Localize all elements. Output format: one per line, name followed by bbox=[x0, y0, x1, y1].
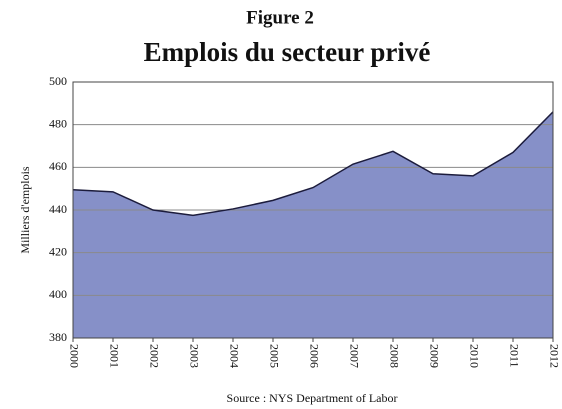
y-tick-label: 480 bbox=[49, 116, 67, 130]
chart-supertitle: Figure 2 bbox=[246, 7, 314, 28]
x-tick-label: 2007 bbox=[347, 344, 361, 368]
source: Source : NYS Department of Labor bbox=[227, 391, 398, 405]
x-tick-label: 2006 bbox=[307, 344, 321, 368]
x-tick-label: 2003 bbox=[187, 344, 201, 368]
y-tick-label: 440 bbox=[49, 202, 67, 216]
x-tick-label: 2009 bbox=[427, 344, 441, 368]
y-tick-label: 400 bbox=[49, 287, 67, 301]
x-tick-label: 2000 bbox=[67, 344, 81, 368]
chart-title: Emplois du secteur privé bbox=[144, 37, 431, 67]
area bbox=[73, 111, 553, 338]
y-tick-label: 460 bbox=[49, 159, 67, 173]
x-tick-label: 2011 bbox=[507, 344, 521, 368]
y-axis-label: Milliers d'emplois bbox=[18, 166, 32, 253]
x-tick-label: 2010 bbox=[467, 344, 481, 368]
x-tick-label: 2005 bbox=[267, 344, 281, 368]
x-tick-label: 2001 bbox=[107, 344, 121, 368]
line bbox=[72, 111, 554, 217]
x-tick-label: 2008 bbox=[387, 344, 401, 368]
x-tick-label: 2012 bbox=[547, 344, 561, 368]
y-tick-label: 500 bbox=[49, 74, 67, 88]
x-tick-label: 2002 bbox=[147, 344, 161, 368]
y-tick-label: 380 bbox=[49, 330, 67, 344]
x-tick-label: 2004 bbox=[227, 344, 241, 368]
y-tick-label: 420 bbox=[49, 244, 67, 258]
